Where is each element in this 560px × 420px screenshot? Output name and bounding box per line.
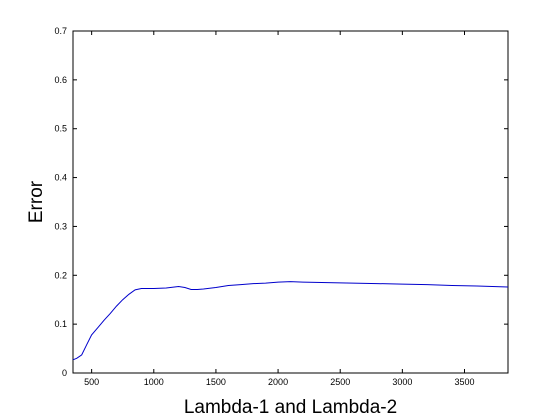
- y-axis-ticks: 0 0.1 0.2 0.3 0.4 0.5 0.6 0.7: [54, 26, 508, 378]
- y-tick-label: 0.6: [54, 75, 67, 85]
- x-tick-label: 1000: [144, 377, 164, 387]
- x-axis-ticks: 500 1000 1500 2000 2500 3000 3500: [84, 31, 475, 387]
- y-tick-label: 0.5: [54, 124, 67, 134]
- x-axis-label: Lambda-1 and Lambda-2: [184, 397, 397, 418]
- x-tick-label: 500: [84, 377, 99, 387]
- x-tick-label: 2000: [268, 377, 288, 387]
- y-tick-label: 0.1: [54, 319, 67, 329]
- y-tick-label: 0.4: [54, 173, 67, 183]
- y-tick-label: 0.2: [54, 270, 67, 280]
- y-tick-label: 0.3: [54, 221, 67, 231]
- y-axis-label: Error: [26, 180, 47, 223]
- series-line-error: [72, 281, 509, 361]
- x-tick-label: 2500: [330, 377, 350, 387]
- y-tick-label: 0.7: [54, 26, 67, 36]
- plot-area-frame: [72, 30, 509, 374]
- y-tick-label: 0: [62, 368, 67, 378]
- series-layer: [72, 281, 509, 361]
- x-tick-label: 3000: [392, 377, 412, 387]
- x-tick-label: 3500: [454, 377, 474, 387]
- x-tick-label: 1500: [206, 377, 226, 387]
